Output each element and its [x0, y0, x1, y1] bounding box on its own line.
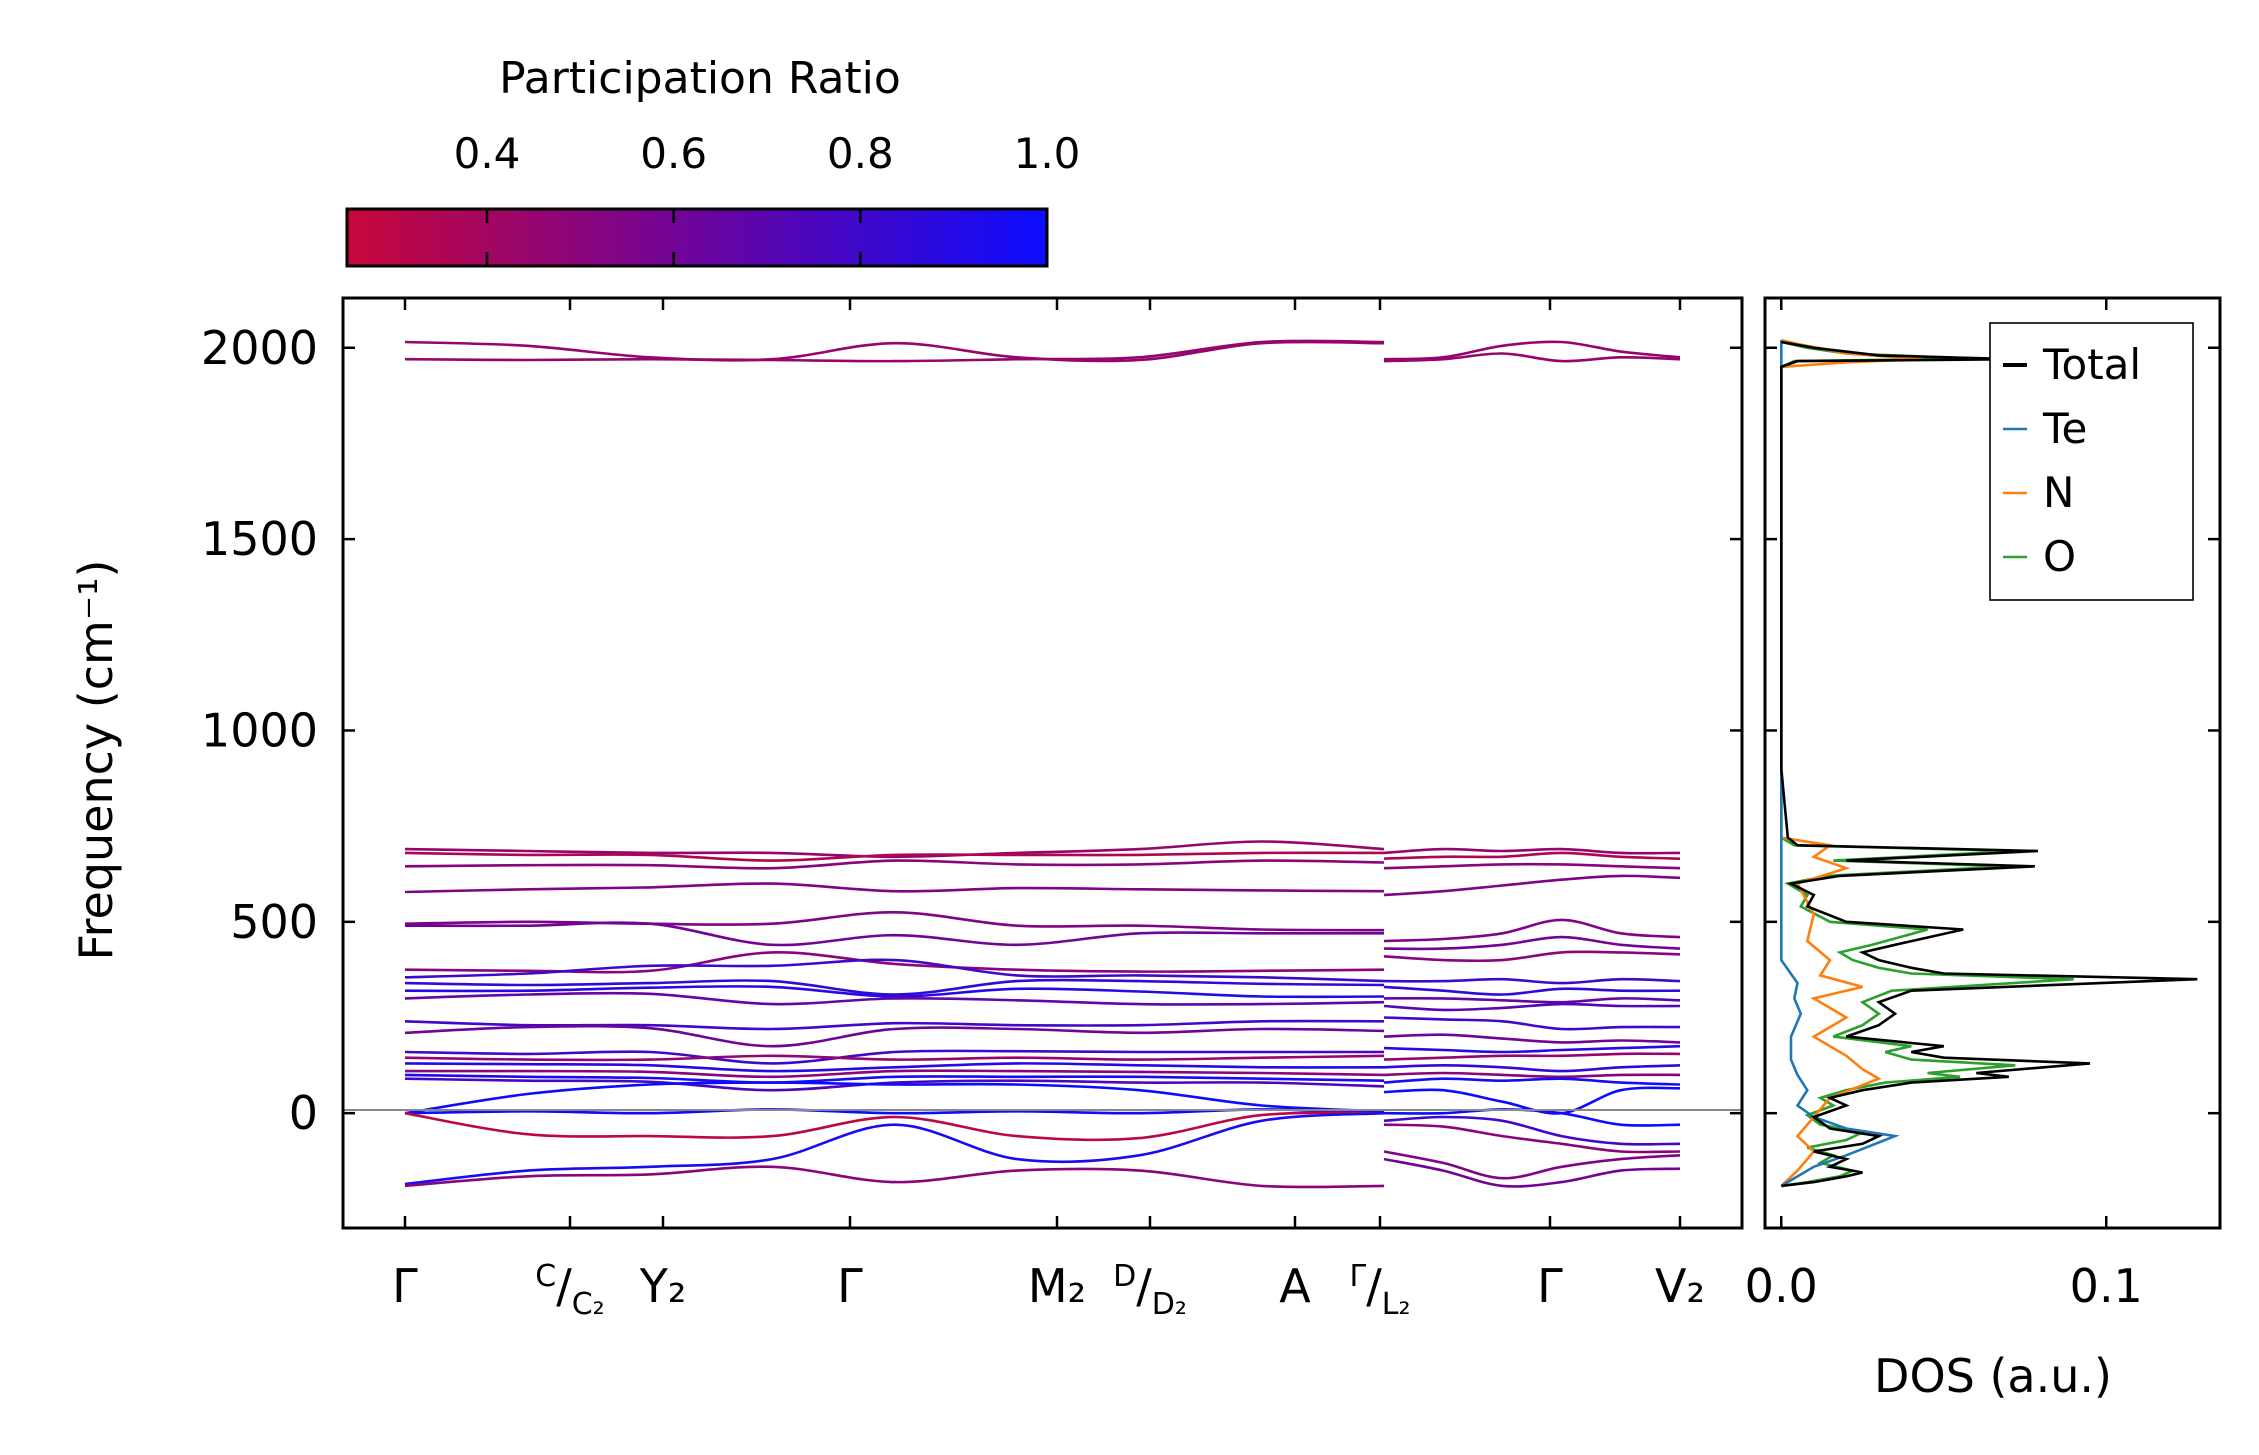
- high-symmetry-label: Γ: [1537, 1259, 1563, 1313]
- phonon-band: [1383, 1052, 1681, 1061]
- phonon-band: [404, 1069, 1385, 1079]
- y-tick-label: 0: [289, 1086, 318, 1140]
- dos-series-te: [1780, 340, 1900, 1188]
- high-symmetry-label: A: [1279, 1259, 1311, 1313]
- y-tick-label: 500: [230, 895, 318, 949]
- phonon-band: [1383, 950, 1681, 963]
- phonon-band: [1383, 1115, 1681, 1146]
- phonon-band: [404, 910, 1385, 932]
- phonon-band: [1383, 935, 1681, 951]
- dos-x-tick-label: 0.0: [1745, 1259, 1818, 1313]
- phonon-band: [404, 851, 1385, 862]
- y-axis-label: Frequency (cm⁻¹): [69, 560, 123, 961]
- dos-x-axis-label: DOS (a.u.): [1874, 1349, 2112, 1403]
- colorbar-label: Participation Ratio: [499, 53, 901, 104]
- phonon-band: [404, 1073, 1385, 1084]
- y-tick-label: 1000: [201, 703, 318, 757]
- phonon-band: [404, 840, 1385, 859]
- phonon-band: [1383, 1150, 1681, 1180]
- dos-x-tick-label: 0.1: [2070, 1259, 2143, 1313]
- y-tick-label: 1500: [201, 512, 318, 566]
- high-symmetry-label: D/D₂: [1113, 1259, 1187, 1322]
- phonon-band: [1383, 1123, 1681, 1154]
- phonon-band: [1383, 977, 1681, 985]
- colorbar: [345, 207, 1049, 268]
- phonon-band: [1383, 847, 1681, 855]
- dos-axes-frame: [1763, 296, 2222, 1230]
- phonon-band: [1383, 1157, 1681, 1188]
- phonon-band: [1383, 851, 1681, 860]
- phonon-band: [404, 340, 1385, 363]
- phonon-band: [404, 859, 1385, 870]
- phonon-band: [1383, 352, 1681, 363]
- phonon-band: [404, 1111, 1385, 1186]
- phonon-band: [404, 1049, 1384, 1065]
- dos-series-n: [1780, 338, 1922, 1187]
- legend-label: Total: [2042, 340, 2141, 389]
- legend-label: Te: [2042, 404, 2087, 453]
- phonon-band: [404, 339, 1385, 363]
- phonon-band: [404, 1077, 1385, 1092]
- phonon-band: [1383, 1002, 1681, 1012]
- phonon-band: [404, 921, 1384, 947]
- colorbar-tick-label: 0.4: [454, 129, 521, 178]
- phonon-band: [404, 1081, 1385, 1115]
- phonon-band: [404, 958, 1385, 983]
- phonon-band: [1383, 1033, 1681, 1044]
- phonon-band: [404, 882, 1385, 894]
- phonon-band: [404, 1111, 1385, 1142]
- high-symmetry-label: Γ: [392, 1259, 418, 1313]
- colorbar-tick-label: 0.6: [640, 129, 707, 178]
- colorbar-tick-label: 1.0: [1014, 129, 1081, 178]
- phonon-band: [1383, 862, 1681, 870]
- legend-label: N: [2043, 468, 2074, 517]
- phonon-band: [404, 984, 1385, 999]
- phonon-band: [404, 1165, 1385, 1189]
- high-symmetry-label: Γ: [837, 1259, 863, 1313]
- high-symmetry-label: M₂: [1028, 1259, 1086, 1313]
- phonon-band: [404, 978, 1385, 996]
- y-tick-label: 2000: [201, 321, 318, 375]
- phonon-band: [1383, 1071, 1681, 1079]
- high-symmetry-label: V₂: [1655, 1259, 1705, 1313]
- high-symmetry-label: C/C₂: [535, 1259, 604, 1322]
- band-axes-frame: [341, 296, 1744, 1230]
- legend-label: O: [2043, 532, 2076, 581]
- phonon-band: [1383, 340, 1681, 361]
- phonon-band: [1383, 1077, 1681, 1086]
- dos-legend: [1989, 322, 2194, 601]
- phonon-band: [1383, 985, 1681, 996]
- phonon-band: [1383, 1063, 1681, 1073]
- dos-series-total: [1780, 340, 2198, 1188]
- phonon-band: [1383, 1044, 1681, 1054]
- phonon-band: [1383, 874, 1681, 897]
- phonon-band: [404, 1054, 1385, 1062]
- high-symmetry-label: Y₂: [639, 1259, 687, 1313]
- phonon-band: [1383, 918, 1681, 943]
- phonon-band: [404, 1062, 1385, 1073]
- phonon-band: [1383, 996, 1681, 1004]
- phonon-band: [404, 1024, 1385, 1048]
- high-symmetry-label: Γ/L₂: [1350, 1259, 1411, 1322]
- phonon-band: [1383, 1016, 1681, 1031]
- phonon-band: [404, 951, 1385, 974]
- colorbar-tick-label: 0.8: [827, 129, 894, 178]
- phonon-band: [404, 991, 1385, 1006]
